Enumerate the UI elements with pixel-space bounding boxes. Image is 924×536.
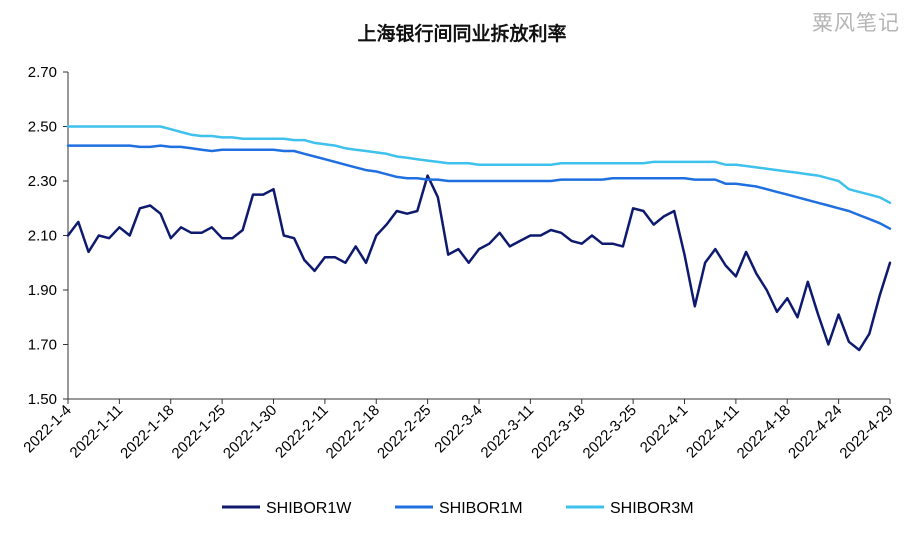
legend-label-shibor1m: SHIBOR1M xyxy=(439,500,523,517)
legend-label-shibor3m: SHIBOR3M xyxy=(610,500,694,517)
y-tick-label: 1.90 xyxy=(28,282,57,299)
y-tick-label: 2.10 xyxy=(28,228,57,245)
chart-title: 上海银行间同业拆放利率 xyxy=(357,22,566,45)
x-tick-label: 2022-3-18 xyxy=(528,402,588,462)
x-tick-label: 2022-2-25 xyxy=(374,402,434,462)
x-tick-label: 2022-1-18 xyxy=(117,402,177,462)
y-tick-label: 2.50 xyxy=(28,119,57,136)
x-tick-label: 2022-3-11 xyxy=(478,402,538,462)
x-tick-label: 2022-2-11 xyxy=(272,402,332,462)
x-tick-label: 2022-4-29 xyxy=(836,402,896,462)
series-line-shibor3m xyxy=(66,125,892,205)
x-tick-label: 2022-4-24 xyxy=(785,402,845,462)
x-tick-label: 2022-4-18 xyxy=(734,402,794,462)
legend: SHIBOR1W SHIBOR1M SHIBOR3M xyxy=(222,500,694,517)
legend-label-shibor1w: SHIBOR1W xyxy=(266,500,352,517)
axes: 2.702.502.302.101.901.701.502022-1-42022… xyxy=(20,64,896,462)
watermark-text: 粟风笔记 xyxy=(812,11,900,35)
x-tick-label: 2022-1-11 xyxy=(67,402,127,462)
series-group xyxy=(66,125,892,352)
y-tick-label: 2.70 xyxy=(28,64,57,81)
x-tick-label: 2022-1-30 xyxy=(220,402,280,462)
x-tick-label: 2022-3-25 xyxy=(580,402,640,462)
y-tick-label: 1.70 xyxy=(28,337,57,354)
series-line-shibor1m xyxy=(66,144,892,230)
y-tick-label: 2.30 xyxy=(28,173,57,190)
y-tick-label: 1.50 xyxy=(28,391,57,408)
x-tick-label: 2022-4-11 xyxy=(683,402,743,462)
x-tick-label: 2022-1-25 xyxy=(169,402,229,462)
x-tick-label: 2022-2-18 xyxy=(323,402,383,462)
series-line-shibor1w xyxy=(66,174,892,352)
